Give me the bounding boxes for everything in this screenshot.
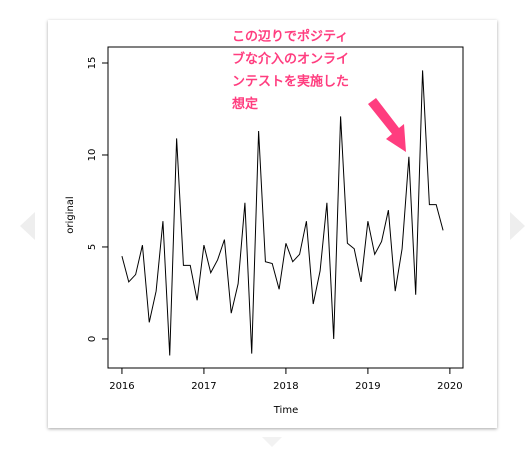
x-tick-label: 2019 bbox=[355, 381, 380, 392]
x-tick-label: 2016 bbox=[109, 381, 134, 392]
x-axis-label: Time bbox=[273, 405, 298, 416]
y-tick-label: 0 bbox=[87, 336, 98, 342]
series-line bbox=[121, 70, 444, 356]
x-tick-label: 2018 bbox=[273, 381, 298, 392]
y-tick-label: 10 bbox=[87, 149, 98, 162]
x-tick-label: 2017 bbox=[191, 381, 216, 392]
y-axis-label: original bbox=[65, 196, 76, 233]
annotation-text: 想定 bbox=[232, 96, 258, 112]
next-arrow[interactable] bbox=[510, 212, 525, 240]
x-tick-label: 2020 bbox=[437, 381, 462, 392]
down-arrow bbox=[262, 437, 282, 447]
annotation-text: この辺りでポジティ bbox=[232, 29, 348, 45]
y-tick-label: 5 bbox=[87, 244, 98, 250]
prev-arrow[interactable] bbox=[20, 212, 35, 240]
annotation-text: ブな介入のオンライ bbox=[232, 51, 349, 67]
annotation-arrow bbox=[368, 98, 406, 152]
annotation-text: ンテストを実施した bbox=[232, 74, 349, 90]
y-tick-label: 15 bbox=[87, 57, 98, 70]
